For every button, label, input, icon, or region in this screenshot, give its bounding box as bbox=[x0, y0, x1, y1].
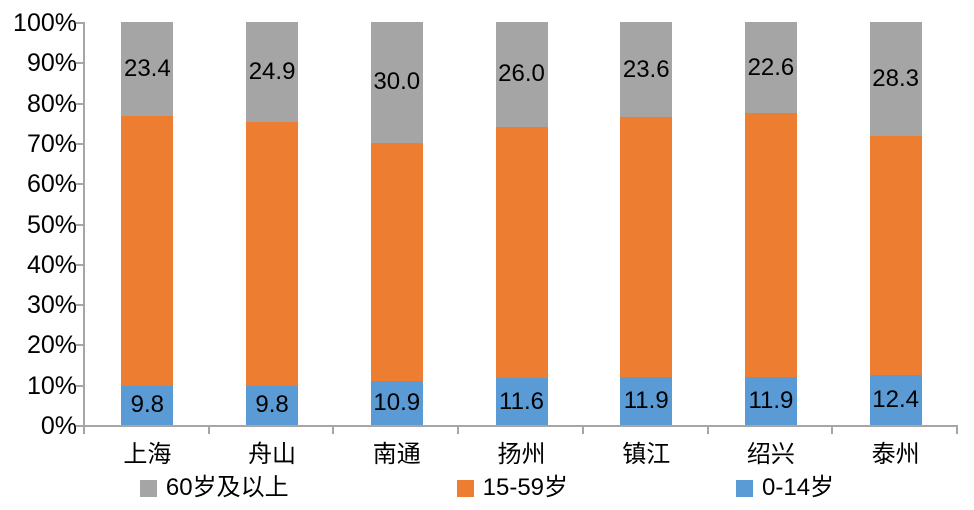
bar-value-label: 24.9 bbox=[248, 58, 296, 86]
y-axis-tick bbox=[76, 425, 83, 427]
legend-swatch-icon bbox=[456, 479, 474, 497]
bar-segment-60岁及以上 bbox=[869, 22, 922, 137]
x-axis-tick bbox=[831, 427, 834, 434]
x-axis-tick bbox=[207, 427, 210, 434]
bar-segment-15-59岁 bbox=[869, 136, 922, 376]
bar-segment-0-14岁 bbox=[246, 385, 299, 425]
bar-value-label: 12.4 bbox=[872, 386, 919, 413]
y-axis-label: 80% bbox=[26, 89, 77, 118]
x-axis-tick bbox=[332, 427, 335, 434]
y-axis-label: 20% bbox=[26, 331, 77, 360]
x-axis-category-label: 上海 bbox=[123, 441, 172, 468]
x-axis-tick bbox=[457, 427, 460, 434]
y-axis-label: 50% bbox=[26, 210, 77, 239]
bar-segment-60岁及以上 bbox=[121, 22, 174, 117]
bar-segment-60岁及以上 bbox=[495, 22, 548, 127]
x-axis-category-label: 泰州 bbox=[871, 441, 920, 468]
y-axis-tick bbox=[76, 183, 83, 186]
x-axis-category-label: 扬州 bbox=[497, 441, 546, 468]
bar-segment-15-59岁 bbox=[620, 117, 673, 378]
y-axis-label: 70% bbox=[26, 129, 77, 158]
bar-value-label: 11.6 bbox=[499, 387, 544, 415]
legend-swatch-icon bbox=[736, 479, 754, 497]
x-axis-line bbox=[83, 425, 958, 427]
y-axis-tick bbox=[76, 142, 83, 145]
bar-segment-0-14岁 bbox=[744, 377, 797, 425]
legend-label: 0-14岁 bbox=[762, 474, 835, 501]
bar-value-label: 10.9 bbox=[373, 389, 421, 417]
bar-value-label: 30.0 bbox=[373, 68, 421, 96]
bar-segment-0-14岁 bbox=[495, 378, 548, 425]
legend-swatch-icon bbox=[139, 479, 157, 497]
y-axis-tick bbox=[76, 62, 83, 65]
y-axis-tick bbox=[76, 384, 83, 387]
bar-value-label: 9.8 bbox=[255, 391, 289, 419]
bar-segment-15-59岁 bbox=[246, 122, 299, 386]
y-axis-tick bbox=[76, 102, 83, 105]
chart-legend: 60岁及以上 15-59岁 0-14岁 bbox=[0, 473, 974, 503]
y-axis-tick bbox=[76, 304, 83, 307]
bar-segment-0-14岁 bbox=[869, 375, 922, 425]
y-axis-label: 40% bbox=[26, 250, 77, 279]
y-axis-label: 30% bbox=[26, 291, 77, 320]
bar-segment-15-59岁 bbox=[121, 116, 174, 386]
y-axis-tick bbox=[76, 344, 83, 347]
bar-segment-15-59岁 bbox=[370, 142, 423, 382]
bar-value-label: 28.3 bbox=[872, 65, 919, 93]
legend-item: 60岁及以上 bbox=[139, 474, 289, 502]
x-axis-category-label: 舟山 bbox=[248, 441, 297, 468]
bar-value-label: 9.8 bbox=[130, 391, 165, 419]
bar-segment-60岁及以上 bbox=[246, 22, 299, 123]
legend-label: 60岁及以上 bbox=[165, 474, 289, 501]
bar-value-label: 11.9 bbox=[748, 387, 794, 415]
y-axis-tick bbox=[76, 223, 83, 226]
y-axis-line bbox=[83, 22, 85, 434]
y-axis-tick bbox=[76, 263, 83, 266]
bar-value-label: 26.0 bbox=[498, 60, 545, 88]
bar-segment-60岁及以上 bbox=[620, 22, 673, 118]
legend-label: 15-59岁 bbox=[482, 474, 569, 501]
x-axis-category-label: 镇江 bbox=[622, 441, 671, 468]
legend-item: 15-59岁 bbox=[456, 474, 569, 502]
y-axis-label: 60% bbox=[26, 170, 77, 199]
y-axis-label: 0% bbox=[40, 412, 77, 440]
bar-segment-60岁及以上 bbox=[744, 22, 797, 114]
legend-item: 0-14岁 bbox=[736, 474, 834, 502]
bar-segment-15-59岁 bbox=[495, 126, 548, 379]
x-axis-tick bbox=[956, 427, 958, 434]
y-axis-tick bbox=[76, 22, 83, 24]
y-axis-label: 10% bbox=[26, 371, 77, 400]
x-axis-category-label: 南通 bbox=[372, 441, 421, 468]
bar-segment-0-14岁 bbox=[370, 381, 423, 425]
x-axis-tick bbox=[581, 427, 584, 434]
bar-segment-0-14岁 bbox=[121, 385, 174, 425]
bar-segment-0-14岁 bbox=[620, 377, 673, 425]
x-axis-category-label: 绍兴 bbox=[746, 441, 795, 468]
bar-value-label: 23.4 bbox=[123, 55, 171, 83]
x-axis-tick bbox=[83, 427, 85, 434]
bar-value-label: 23.6 bbox=[622, 55, 670, 83]
bar-value-label: 11.9 bbox=[623, 387, 669, 415]
bar-value-label: 22.6 bbox=[747, 53, 795, 81]
x-axis-tick bbox=[706, 427, 709, 434]
bar-segment-15-59岁 bbox=[744, 113, 797, 378]
y-axis-label: 90% bbox=[26, 49, 77, 78]
bar-segment-60岁及以上 bbox=[370, 22, 423, 143]
y-axis-label: 100% bbox=[13, 9, 77, 37]
